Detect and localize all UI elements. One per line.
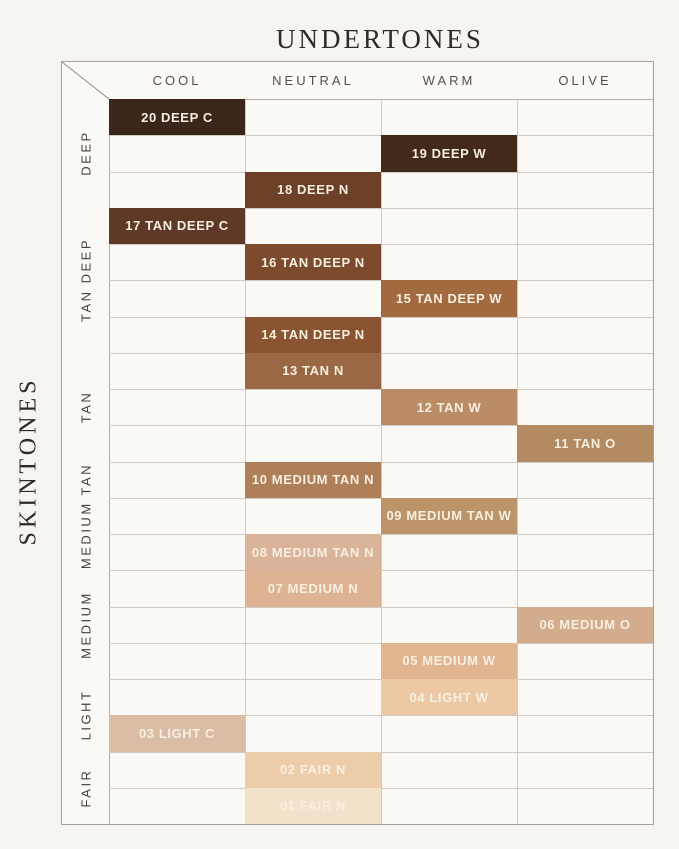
shade-cell: 11 TAN O xyxy=(517,425,653,462)
corner-diagonal xyxy=(62,62,110,100)
grid-line xyxy=(109,244,653,245)
grid-line xyxy=(109,787,653,789)
grid-line xyxy=(109,461,653,463)
shade-cell: 06 MEDIUM O xyxy=(517,606,653,643)
shade-cell: 12 TAN W xyxy=(381,389,517,426)
skintone-group-label: MEDIUM TAN xyxy=(78,462,93,569)
grid-line xyxy=(109,171,653,173)
grid-line xyxy=(109,352,653,354)
grid-line xyxy=(109,751,653,753)
grid-line xyxy=(109,207,653,209)
grid-line xyxy=(109,570,653,572)
shade-cell: 04 LIGHT W xyxy=(381,679,517,716)
skintones-axis-label: SKINTONES xyxy=(15,376,42,546)
shade-cell: 20 DEEP C xyxy=(109,99,245,136)
grid-line xyxy=(109,715,653,717)
shade-cell: 03 LIGHT C xyxy=(109,715,245,752)
shade-cell: 18 DEEP N xyxy=(245,171,381,208)
skintone-group-label: TAN DEEP xyxy=(78,238,93,323)
skintone-group-label: FAIR xyxy=(78,768,93,808)
shade-cell: 07 MEDIUM N xyxy=(245,570,381,607)
grid-line xyxy=(109,316,653,318)
shade-cell: 14 TAN DEEP N xyxy=(245,316,381,353)
shade-cell: 10 MEDIUM TAN N xyxy=(245,461,381,498)
shade-cell: 19 DEEP W xyxy=(381,135,517,172)
shade-cell: 08 MEDIUM TAN N xyxy=(245,534,381,571)
shade-cell: 17 TAN DEEP C xyxy=(109,207,245,244)
shade-cell: 02 FAIR N xyxy=(245,751,381,788)
undertones-title: UNDERTONES xyxy=(276,24,484,54)
shade-cell: 09 MEDIUM TAN W xyxy=(381,497,517,534)
column-header-olive: OLIVE xyxy=(558,73,612,88)
shade-cell: 16 TAN DEEP N xyxy=(245,244,381,281)
column-header-neutral: NEUTRAL xyxy=(272,73,354,88)
shade-cell: 13 TAN N xyxy=(245,352,381,389)
grid-line xyxy=(109,534,653,535)
skintone-group-label: DEEP xyxy=(78,130,93,177)
skintone-group-label: MEDIUM xyxy=(78,590,93,659)
grid-line xyxy=(109,606,653,608)
undertone-header-row: COOL NEUTRAL WARM OLIVE xyxy=(109,62,653,99)
shade-cell: 15 TAN DEEP W xyxy=(381,280,517,317)
grid-line xyxy=(109,425,653,427)
skintone-group-label: TAN xyxy=(78,390,93,424)
column-header-warm: WARM xyxy=(422,73,476,88)
shade-cell: 05 MEDIUM W xyxy=(381,642,517,679)
column-header-cool: COOL xyxy=(152,73,202,88)
skintone-group-label: LIGHT xyxy=(78,689,93,741)
shade-grid: COOL NEUTRAL WARM OLIVE DEEP TAN DEEP TAN M… xyxy=(61,61,654,825)
shade-cell: 01 FAIR N xyxy=(245,787,381,824)
